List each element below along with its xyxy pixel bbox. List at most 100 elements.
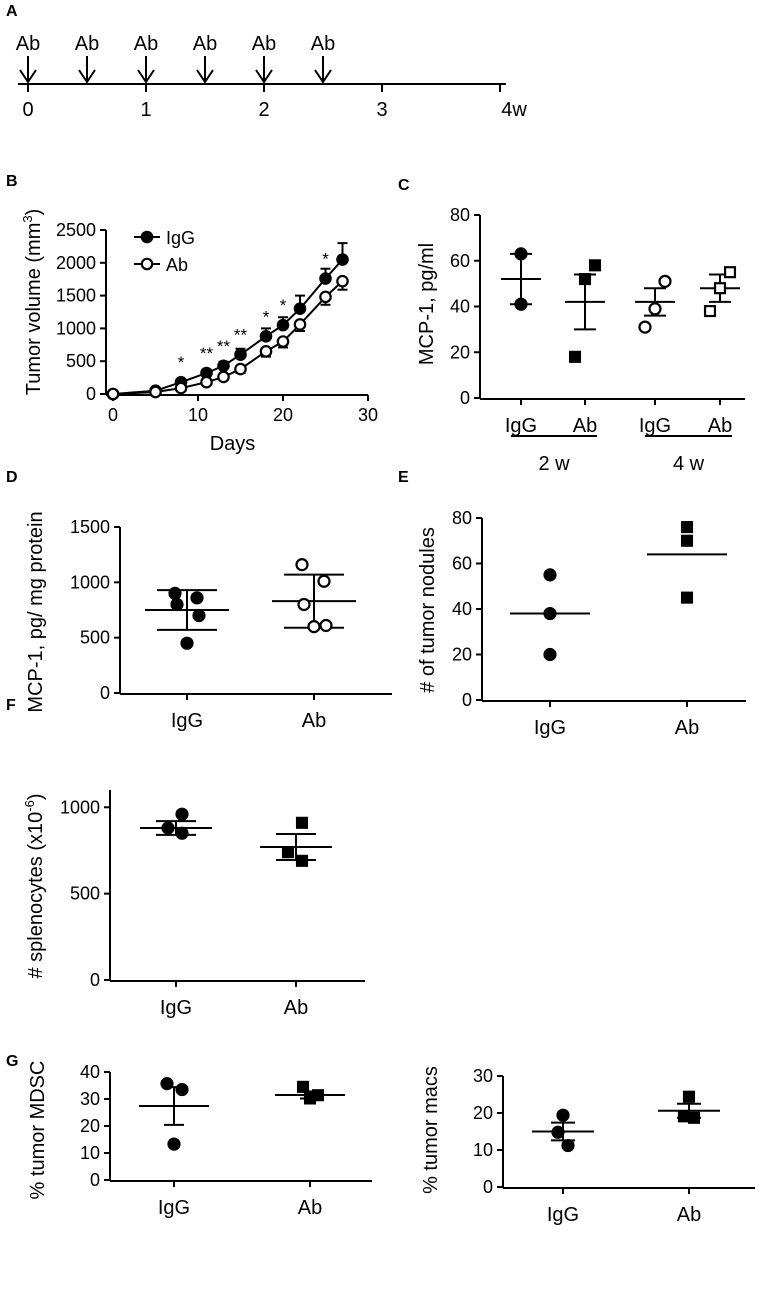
panel-b-y-tick-label: 500 (66, 351, 96, 371)
panel-d-point (319, 618, 333, 633)
panel-b-point-ab (106, 387, 120, 401)
panel-c-point (514, 297, 528, 311)
panel-b-point-ab (234, 362, 247, 376)
panel-g-mdsc-y-tick-label: 40 (80, 1062, 100, 1082)
panel-e-x-category-label: Ab (675, 717, 699, 739)
panel-b-y-tick-label: 1500 (56, 286, 96, 306)
panel-d-y-label: MCP-1, pg/ mg protein (25, 511, 47, 712)
panel-g-macs-x-category-label: Ab (677, 1204, 701, 1226)
panel-b-point-igg (293, 302, 307, 316)
panel-c-point (723, 266, 737, 279)
panel-c-x-category-label: IgG (505, 415, 537, 437)
panel-b-x-tick-label: 10 (188, 405, 208, 425)
dose-label: Ab (311, 33, 335, 55)
panel-b-significance-star: * (280, 296, 287, 315)
panel-c-point (578, 273, 592, 286)
panel-c-point (648, 302, 662, 316)
panel-letter-e: E (398, 469, 409, 486)
panel-c-point (588, 259, 602, 272)
panel-b-significance-star: * (178, 353, 185, 372)
panel-e-point (680, 591, 694, 604)
panel-letter-b: B (6, 173, 18, 190)
dose-arrow-head (255, 69, 273, 84)
panel-g-mdsc-y-tick-label: 0 (90, 1170, 100, 1190)
timeline-tick-label: 1 (140, 99, 151, 121)
panel-d-point (295, 558, 309, 572)
panel-g-macs-y-tick-label: 30 (473, 1066, 493, 1086)
panel-f-point (175, 807, 189, 821)
panel-g-mdsc-y-tick-label: 30 (80, 1089, 100, 1109)
panel-g-mdsc-point (296, 1080, 310, 1093)
panel-e-point (543, 647, 557, 662)
panel-b-point-ab (149, 385, 162, 399)
panel-d-point (297, 597, 311, 612)
panel-f-y-label-superscript: -6 (22, 800, 37, 812)
dose-label: Ab (134, 33, 158, 55)
panel-e-y-tick-label: 80 (452, 508, 472, 528)
panel-b-y-label-superscript: 3 (20, 215, 35, 222)
panel-f-point (295, 816, 309, 829)
panel-g-macs-point (687, 1111, 701, 1124)
panel-g-macs-y-tick-label: 10 (473, 1140, 493, 1160)
panel-b-significance-star: ** (217, 337, 231, 356)
panel-c-y-tick-label: 20 (450, 342, 470, 362)
panel-e-y-label: # of tumor nodules (417, 527, 439, 693)
dose-label: Ab (252, 33, 276, 55)
panel-c-group-label: 4 w (673, 453, 705, 475)
panel-d-y-tick-label: 500 (80, 628, 110, 648)
panel-c-group-label: 2 w (538, 453, 570, 475)
panel-b-point-igg (276, 318, 290, 332)
panel-b-point-igg (336, 253, 349, 266)
panel-g-mdsc-point (175, 1082, 189, 1097)
timeline-tick-label: 3 (376, 99, 387, 121)
panel-d-point (180, 636, 194, 650)
panel-g-macs-y-tick-label: 0 (483, 1177, 493, 1197)
panel-b-y-tick-label: 1000 (56, 318, 96, 338)
panel-b-point-ab (200, 375, 213, 389)
panel-b-y-label-end: ) (23, 209, 45, 216)
panel-b-point-igg (319, 272, 332, 285)
panel-b-point-ab (293, 318, 307, 331)
panel-c-y-label: MCP-1, pg/ml (416, 243, 438, 365)
panel-g-macs-point (561, 1138, 575, 1153)
panel-g-macs-point (682, 1090, 696, 1103)
panel-letter-d: D (6, 469, 18, 486)
panel-b-legend-marker (140, 257, 154, 271)
panel-b-point-ab (319, 290, 332, 304)
panel-c-x-category-label: IgG (639, 415, 671, 437)
panel-b-point-igg (259, 329, 273, 343)
panel-d-point (168, 586, 182, 601)
panel-c-point (713, 282, 727, 295)
panel-b-significance-star: * (322, 250, 329, 269)
dose-arrow-head (19, 69, 37, 84)
panel-g-mdsc-x-category-label: IgG (158, 1197, 190, 1219)
panel-c-y-tick-label: 80 (450, 205, 470, 225)
panel-g-mdsc-y-label: % tumor MDSC (27, 1061, 49, 1200)
panel-d-point (190, 591, 204, 605)
panel-b-significance-star: * (263, 307, 270, 326)
panel-d-y-tick-label: 0 (100, 683, 110, 703)
panel-g-macs-x-category-label: IgG (547, 1204, 579, 1226)
panel-f-y-label-end: ) (25, 794, 47, 801)
panel-g-mdsc-y-tick-label: 20 (80, 1116, 100, 1136)
panel-b-y-tick-label: 0 (86, 384, 96, 404)
panel-f-y-label-main: # splenocytes (x10 (25, 812, 47, 979)
panel-d-x-category-label: Ab (302, 710, 326, 732)
panel-f-y-tick-label: 0 (90, 970, 100, 990)
panel-b-significance-star: ** (234, 326, 248, 345)
panel-e-point (543, 606, 557, 621)
panel-b-x-label: Days (210, 433, 256, 455)
panel-f-point (295, 854, 309, 867)
panel-c-point (638, 320, 652, 334)
panel-b-y-label-main: Tumor volume (mm (23, 223, 45, 396)
panel-g-mdsc-point (160, 1077, 174, 1091)
panel-g-mdsc-x-category-label: Ab (298, 1197, 322, 1219)
panel-g-mdsc-y-tick-label: 10 (80, 1143, 100, 1163)
panel-letter-f: F (6, 697, 16, 714)
panel-g-macs-point (677, 1110, 691, 1123)
panel-f-y-tick-label: 1000 (60, 797, 100, 817)
panel-b-point-igg (234, 348, 247, 361)
panel-e-point (680, 534, 694, 547)
dose-label: Ab (16, 33, 40, 55)
